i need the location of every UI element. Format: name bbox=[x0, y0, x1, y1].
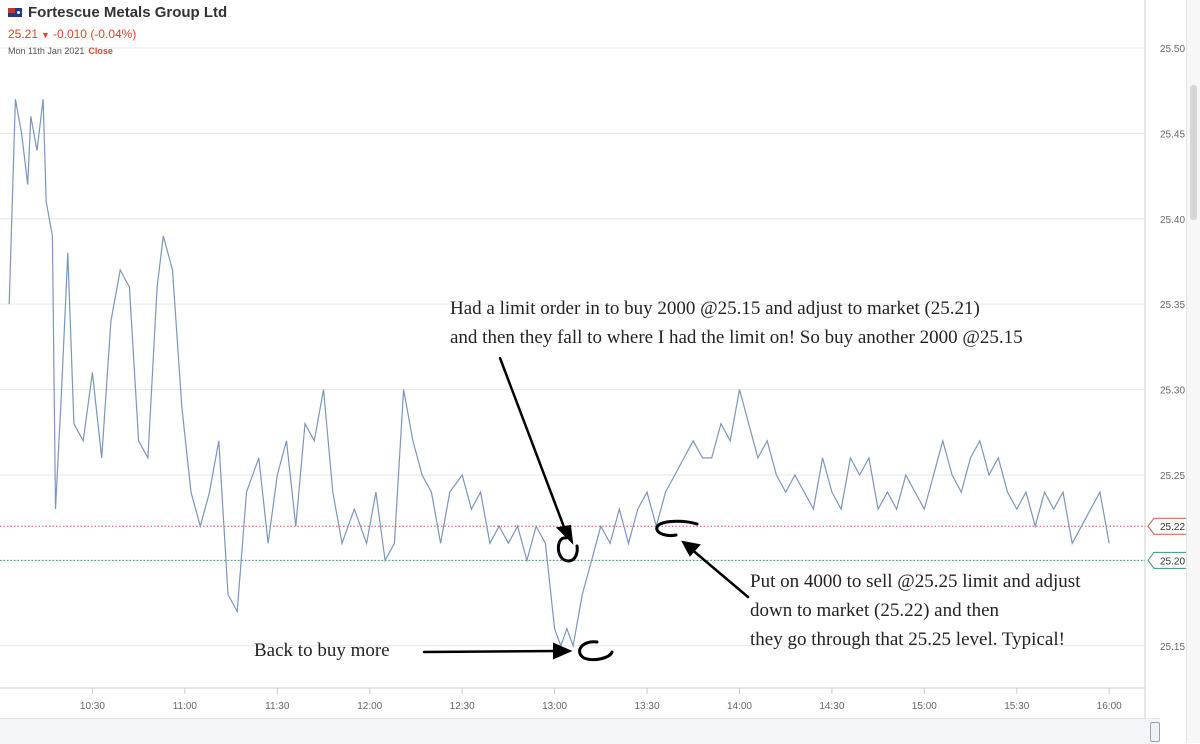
x-tick-label: 12:30 bbox=[450, 701, 475, 712]
last-price: 25.21 bbox=[8, 27, 39, 41]
x-tick-label: 13:00 bbox=[542, 701, 567, 712]
arrow-head-buy bbox=[555, 524, 574, 545]
x-tick-label: 16:00 bbox=[1097, 701, 1122, 712]
x-tick-label: 14:30 bbox=[819, 701, 844, 712]
trade-date: Mon 11th Jan 2021 bbox=[8, 46, 85, 56]
x-tick-label: 10:30 bbox=[80, 701, 105, 712]
reference-badge-label: 25.22 bbox=[1160, 522, 1185, 533]
australia-flag-icon bbox=[8, 8, 22, 17]
annotation-sell-limit: Put on 4000 to sell @25.25 limit and adj… bbox=[750, 571, 1081, 650]
y-tick-label: 25.40 bbox=[1160, 215, 1185, 226]
arrow-shaft-buy bbox=[498, 356, 569, 537]
y-tick-label: 25.35 bbox=[1160, 300, 1185, 311]
market-status: Close bbox=[88, 46, 113, 56]
scrollbar-thumb[interactable] bbox=[1190, 85, 1197, 220]
stock-title: Fortescue Metals Group Ltd bbox=[28, 4, 228, 21]
y-tick-label: 25.30 bbox=[1160, 386, 1185, 397]
x-tick-label: 15:30 bbox=[1004, 701, 1029, 712]
annotation-buy-limit: Had a limit order in to buy 2000 @25.15 … bbox=[450, 298, 1023, 348]
reference-badge-label: 25.20 bbox=[1160, 556, 1185, 567]
ink-mark-sell bbox=[655, 519, 699, 537]
price-change: -0.010 (-0.04%) bbox=[52, 27, 137, 41]
ink-circle-buy-more bbox=[578, 640, 614, 662]
ink-circle-buy bbox=[556, 536, 579, 563]
arrow-shaft-buy-more bbox=[422, 649, 558, 654]
navigator-strip[interactable] bbox=[0, 718, 1160, 744]
annotation-buy-more: Back to buy more bbox=[254, 640, 390, 661]
plot-area bbox=[0, 0, 1145, 718]
arrow-head-sell bbox=[681, 540, 701, 557]
x-tick-label: 12:00 bbox=[357, 701, 382, 712]
navigator-handle[interactable] bbox=[1150, 722, 1160, 742]
date-row: Mon 11th Jan 2021 Close bbox=[8, 46, 227, 56]
x-tick-label: 14:00 bbox=[727, 701, 752, 712]
vertical-scrollbar[interactable] bbox=[1186, 0, 1200, 743]
price-change-row: 25.21 ▼ -0.010 (-0.04%) bbox=[8, 27, 227, 41]
y-tick-label: 25.25 bbox=[1160, 471, 1185, 482]
price-series-line bbox=[8, 99, 1110, 649]
arrow-shaft-sell bbox=[688, 546, 750, 599]
down-triangle-icon: ▼ bbox=[41, 30, 50, 40]
x-tick-label: 13:30 bbox=[635, 701, 660, 712]
y-tick-label: 25.45 bbox=[1160, 129, 1185, 140]
arrow-head-buy-more bbox=[553, 642, 573, 660]
quote-header: Fortescue Metals Group Ltd 25.21 ▼ -0.010 … bbox=[8, 4, 227, 56]
x-tick-label: 11:00 bbox=[173, 701, 198, 712]
y-tick-label: 25.15 bbox=[1160, 642, 1185, 653]
x-tick-label: 11:30 bbox=[265, 701, 290, 712]
y-tick-label: 25.50 bbox=[1160, 44, 1185, 55]
x-tick-label: 15:00 bbox=[912, 701, 937, 712]
